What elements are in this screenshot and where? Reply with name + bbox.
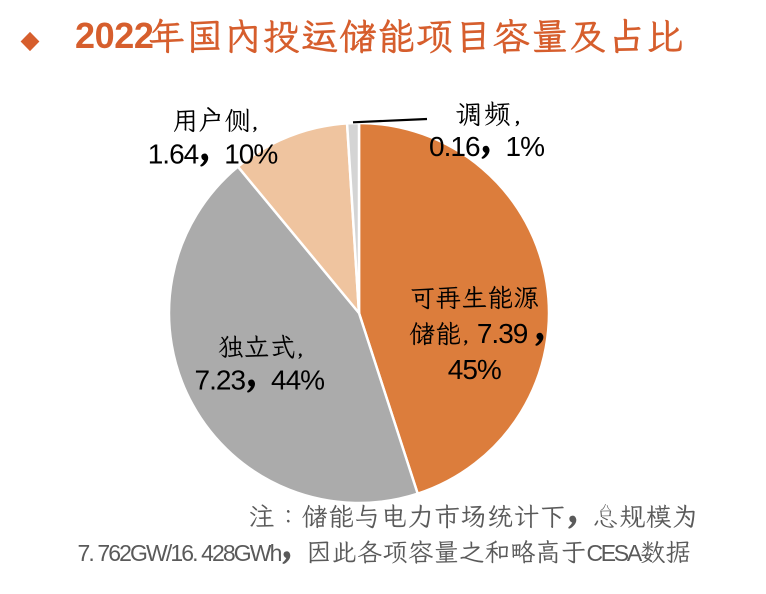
svg-text:7.39: 7.39 [477,318,528,349]
svg-text:1%: 1% [506,131,545,162]
svg-text:0.16: 0.16 [429,131,480,162]
svg-text:CESA: CESA [586,540,642,566]
svg-text:44%: 44% [271,365,324,396]
svg-text:1.64: 1.64 [148,139,199,170]
svg-text:45%: 45% [448,354,501,385]
svg-text:7.23: 7.23 [195,365,246,396]
svg-text:7. 762GW/16. 428GWh: 7. 762GW/16. 428GWh [78,540,282,566]
svg-text:10%: 10% [224,139,277,170]
svg-text:2022: 2022 [75,15,154,56]
